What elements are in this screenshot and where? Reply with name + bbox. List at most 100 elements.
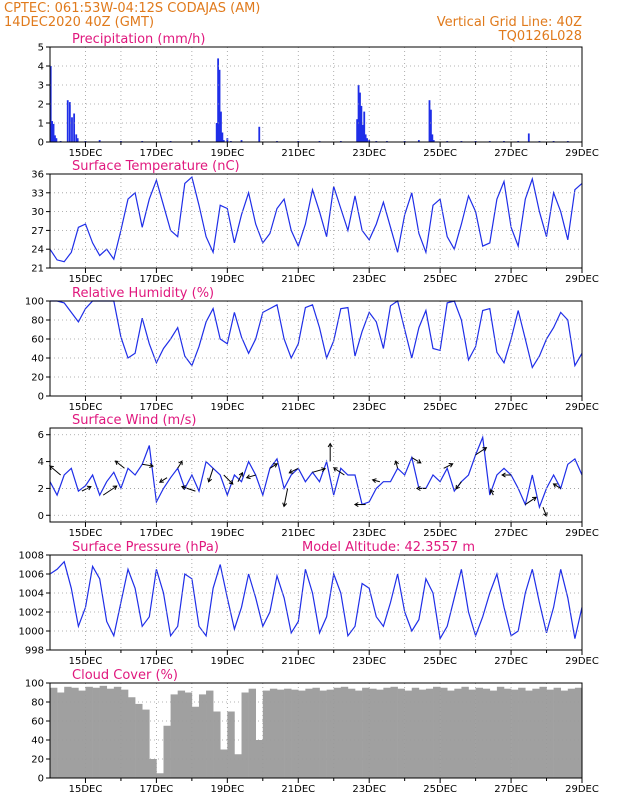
cloud-cover-bar bbox=[454, 688, 462, 778]
cloud-cover-bar bbox=[177, 690, 186, 778]
y-tick-label: 30 bbox=[31, 207, 44, 218]
wind-vector bbox=[237, 472, 243, 482]
precip-bar bbox=[226, 138, 229, 142]
cloud-cover-bar bbox=[305, 688, 313, 778]
x-tick-label: 25DEC bbox=[423, 274, 457, 285]
precip-bar bbox=[258, 126, 261, 142]
wind-vector-head bbox=[552, 483, 558, 488]
precip-bar bbox=[430, 109, 432, 142]
wind-vector bbox=[372, 479, 380, 483]
x-tick-label: 17DEC bbox=[140, 784, 174, 795]
wind-vector-head bbox=[158, 478, 164, 483]
x-tick-label: 23DEC bbox=[352, 148, 386, 159]
cloud-cover-bar bbox=[525, 690, 533, 778]
wind-vector-head bbox=[178, 460, 183, 466]
cloud-cover-bar bbox=[78, 690, 86, 778]
x-tick-label: 21DEC bbox=[281, 148, 315, 159]
humidity-panel: 0 20 40 60 80 100 15DEC 17DEC 19DEC 21DEC 23DEC 25D… bbox=[25, 286, 599, 413]
x-tick-label: 29DEC bbox=[565, 528, 599, 539]
precip-bar bbox=[428, 100, 431, 142]
precip-bar bbox=[218, 69, 221, 142]
wind-vector bbox=[102, 485, 117, 496]
cloud-cover-bar bbox=[404, 690, 413, 778]
y-tick-label: 60 bbox=[31, 717, 44, 728]
precip-bar bbox=[52, 123, 55, 142]
precip-bar bbox=[527, 133, 530, 142]
cloud-cover-bar bbox=[511, 689, 519, 778]
precip-bar bbox=[73, 113, 76, 142]
x-tick-label: 25DEC bbox=[423, 148, 457, 159]
x-tick-label: 23DEC bbox=[352, 528, 386, 539]
cloud-cover-bar bbox=[411, 687, 420, 778]
precip-bar bbox=[356, 119, 359, 142]
wind-vector-head bbox=[112, 485, 118, 491]
plot-frame bbox=[49, 46, 583, 143]
x-tick-label: 29DEC bbox=[565, 148, 599, 159]
cloud-cover-bar bbox=[518, 687, 526, 778]
y-tick-label: 0 bbox=[38, 138, 44, 149]
wind-vector-head bbox=[482, 447, 488, 452]
precip-bar bbox=[359, 92, 361, 142]
wind-vector-head bbox=[332, 467, 338, 472]
cloud-cover-bar bbox=[333, 687, 342, 778]
cloud-cover-bar bbox=[156, 773, 164, 778]
wind-vector-head bbox=[489, 488, 495, 494]
wind-vector bbox=[181, 486, 196, 492]
x-tick-label: 19DEC bbox=[210, 402, 244, 413]
precip-bar bbox=[360, 105, 363, 142]
x-tick-label: 23DEC bbox=[352, 784, 386, 795]
cloud-cover-bar bbox=[376, 689, 384, 778]
wind-vector bbox=[490, 489, 494, 496]
precip-bar bbox=[221, 132, 224, 142]
y-tick-label: 1 bbox=[38, 119, 44, 130]
precip-bar bbox=[220, 111, 222, 142]
cloud-cover-bar bbox=[57, 692, 65, 778]
x-tick-label: 27DEC bbox=[494, 656, 528, 667]
wind-vector-head bbox=[207, 477, 213, 483]
wind-vector bbox=[553, 483, 561, 489]
cloud-cover-bar bbox=[440, 687, 448, 778]
x-tick-label: 17DEC bbox=[140, 656, 174, 667]
cloud-cover-bar bbox=[574, 687, 583, 778]
x-tick-label: 19DEC bbox=[210, 148, 244, 159]
x-tick-label: 29DEC bbox=[565, 656, 599, 667]
x-tick-label: 27DEC bbox=[494, 402, 528, 413]
y-tick-label: 60 bbox=[31, 335, 44, 346]
precip-bar bbox=[431, 134, 434, 142]
wind-vector bbox=[81, 486, 92, 492]
plot-frame bbox=[49, 173, 583, 269]
x-tick-label: 21DEC bbox=[281, 656, 315, 667]
cloud-cover-bar bbox=[64, 686, 72, 778]
cloud-cover-bar bbox=[461, 686, 469, 778]
cloud-cover-bar bbox=[468, 689, 476, 778]
pressure-line bbox=[49, 560, 583, 641]
x-tick-label: 21DEC bbox=[281, 402, 315, 413]
y-tick-label: 80 bbox=[31, 698, 44, 709]
temperature-panel: 21 24 27 30 33 36 15DEC 17DEC 19DEC 21DEC 23DEC 25D… bbox=[31, 159, 599, 285]
wind-vector-head bbox=[371, 478, 377, 484]
x-tick-label: 15DEC bbox=[69, 528, 103, 539]
x-tick-label: 21DEC bbox=[281, 274, 315, 285]
cloud-cover-bar bbox=[142, 709, 150, 778]
precip-bar bbox=[198, 140, 200, 142]
x-tick-label: 25DEC bbox=[423, 402, 457, 413]
cloud-cover-bar bbox=[135, 703, 143, 778]
wind-vector-head bbox=[327, 442, 333, 448]
cloud-cover-bar bbox=[85, 686, 93, 778]
y-tick-label: 33 bbox=[31, 188, 44, 199]
y-tick-label: 0 bbox=[38, 511, 44, 522]
cloud-cover-bar bbox=[298, 690, 306, 778]
cloud-cover-bar bbox=[213, 711, 221, 778]
temperature-line bbox=[49, 175, 583, 263]
cloud-cover-bar bbox=[340, 686, 349, 778]
cloud-cover-title: Cloud Cover (%) bbox=[72, 668, 178, 683]
cloud-cover-bar bbox=[262, 690, 271, 778]
wind-vector-head bbox=[86, 485, 92, 491]
wind-vector bbox=[208, 468, 214, 482]
cloud-cover-bar bbox=[170, 694, 178, 778]
precip-bar bbox=[363, 111, 366, 142]
precipitation-panel: 0 1 2 3 4 5 15DEC 17DEC 19DEC 21DEC 23DEC 25DEC 27DE… bbox=[38, 32, 599, 159]
wind-vector bbox=[475, 447, 487, 456]
wind-vector bbox=[312, 468, 326, 473]
